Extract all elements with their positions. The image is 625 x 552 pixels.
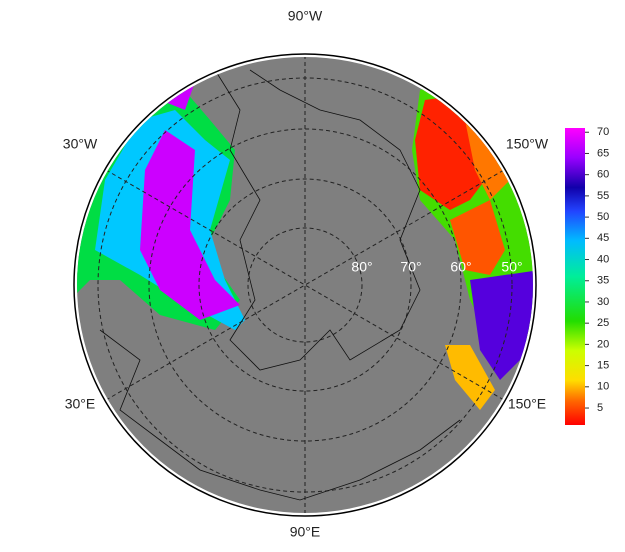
colorbar-tick-label: 35 bbox=[597, 275, 609, 287]
field-right-red bbox=[415, 95, 500, 210]
field-right-blue bbox=[470, 270, 533, 380]
field-right-low bbox=[445, 345, 495, 410]
graticule bbox=[148, 128, 462, 442]
latitude-label: 70° bbox=[400, 259, 421, 275]
coastline bbox=[99, 329, 461, 501]
colorbar-tick-label: 15 bbox=[597, 360, 609, 372]
coastline bbox=[214, 69, 421, 371]
colorbar-tick-label: 10 bbox=[597, 381, 609, 393]
longitude-label: 150°E bbox=[508, 396, 546, 412]
latitude-label: 80° bbox=[351, 259, 372, 275]
latitude-label: 50° bbox=[501, 259, 522, 275]
longitude-label: 150°W bbox=[506, 136, 549, 152]
colorbar-tick-label: 20 bbox=[597, 338, 609, 350]
colorbar-tick-label: 50 bbox=[597, 211, 609, 223]
colorbar-tick-label: 55 bbox=[597, 190, 609, 202]
colorbar-tick-label: 40 bbox=[597, 253, 609, 265]
longitude-label: 90°W bbox=[288, 8, 323, 24]
colorbar-tick-label: 30 bbox=[597, 296, 609, 308]
field-left-core bbox=[140, 130, 240, 320]
colorbar-tick-label: 70 bbox=[597, 126, 609, 138]
colorbar-tick-label: 45 bbox=[597, 232, 609, 244]
colorbar-tick-label: 60 bbox=[597, 169, 609, 181]
longitude-label: 90°E bbox=[290, 524, 321, 540]
colorbar bbox=[565, 128, 585, 425]
colorbar-tick-label: 65 bbox=[597, 147, 609, 159]
field-right-mid bbox=[450, 200, 505, 275]
colorbar-tick-label: 25 bbox=[597, 317, 609, 329]
map-disk bbox=[77, 57, 533, 513]
longitude-label: 30°E bbox=[65, 396, 96, 412]
map-frame bbox=[73, 53, 537, 517]
graticule bbox=[247, 227, 363, 343]
graticule bbox=[198, 178, 412, 392]
colorbar-tick-label: 5 bbox=[597, 402, 603, 414]
longitude-label: 30°W bbox=[63, 136, 98, 152]
latitude-label: 60° bbox=[450, 259, 471, 275]
